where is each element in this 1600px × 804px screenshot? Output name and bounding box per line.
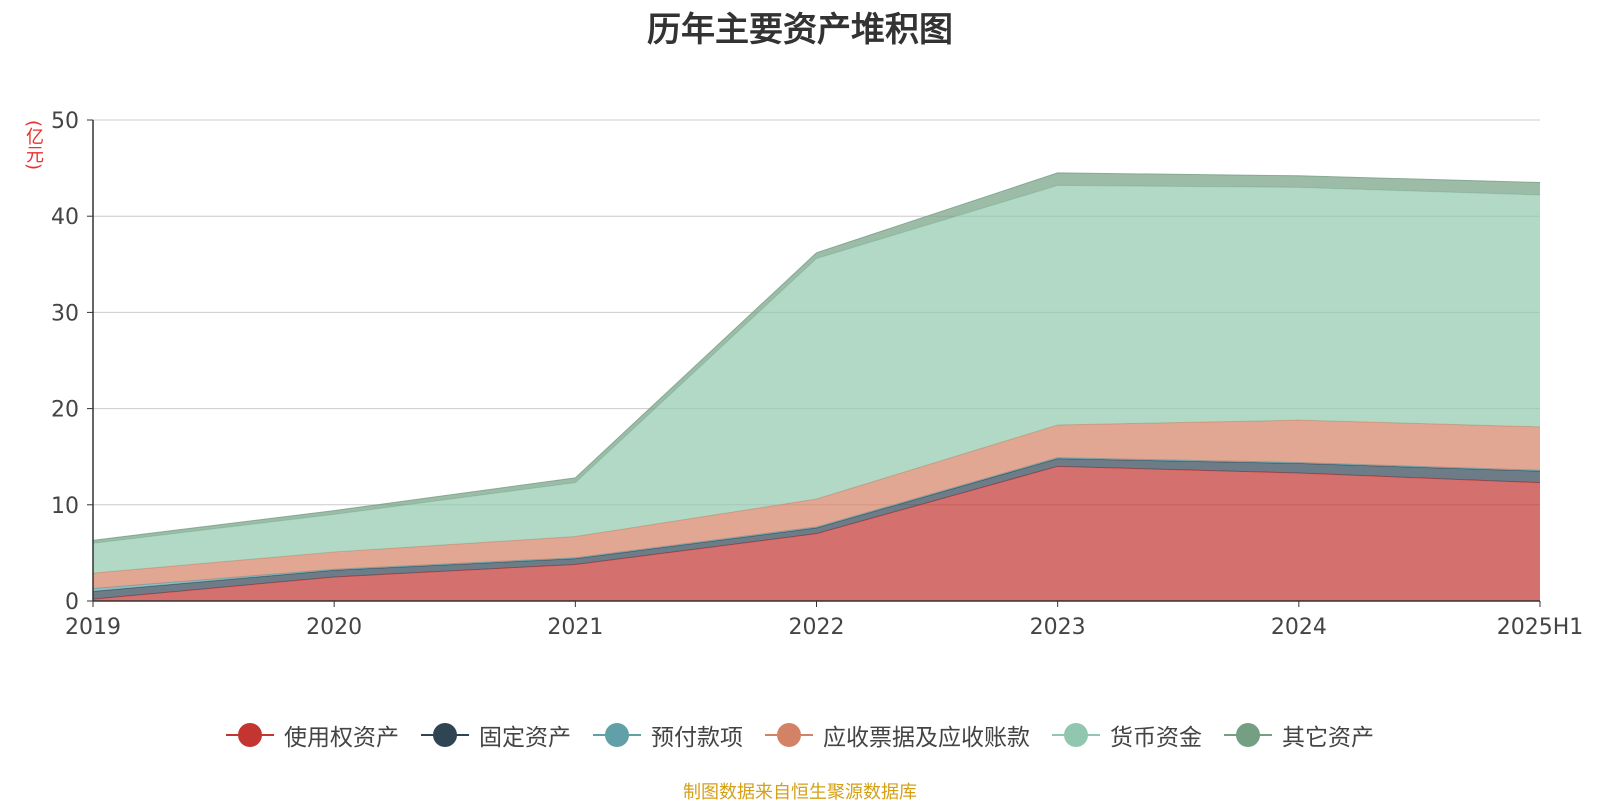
y-tick-label: 50 xyxy=(51,109,79,134)
legend-item[interactable]: 应收票据及应收账款 xyxy=(765,718,1030,752)
y-tick-label: 10 xyxy=(51,494,79,519)
legend-label: 应收票据及应收账款 xyxy=(823,725,1030,751)
y-tick-label: 20 xyxy=(51,398,79,423)
series-line-5 xyxy=(92,172,1541,541)
y-tick-label: 40 xyxy=(51,205,79,230)
series-area-2 xyxy=(93,457,1540,592)
source-note: 制图数据来自恒生聚源数据库 xyxy=(683,782,917,803)
x-tick-labels: 2019 2020 2021 2022 2023 2024 2025H1 xyxy=(65,601,1583,640)
legend-label: 固定资产 xyxy=(479,725,571,751)
series-area-3 xyxy=(93,420,1540,589)
legend-item[interactable]: 使用权资产 xyxy=(226,718,399,752)
x-tick-label: 2023 xyxy=(1030,615,1086,640)
x-tick-label: 2024 xyxy=(1271,615,1327,640)
legend-label: 预付款项 xyxy=(651,725,743,751)
legend-item[interactable]: 预付款项 xyxy=(593,718,743,752)
series-areas xyxy=(92,172,1541,601)
legend-item[interactable]: 货币资金 xyxy=(1052,718,1202,752)
legend-swatch xyxy=(593,722,641,748)
legend-item[interactable]: 固定资产 xyxy=(421,718,571,752)
x-tick-label: 2020 xyxy=(306,615,362,640)
legend-swatch xyxy=(1052,722,1100,748)
chart-title: 历年主要资产堆积图 xyxy=(647,10,953,50)
x-tick-label: 2019 xyxy=(65,615,121,640)
legend: 使用权资产 固定资产 预付款项 应收票据及应收账款 货币资金 其它资产 xyxy=(0,718,1600,752)
legend-label: 使用权资产 xyxy=(284,725,399,751)
x-tick-label: 2025H1 xyxy=(1497,615,1584,640)
legend-label: 其它资产 xyxy=(1282,725,1374,751)
x-tick-label: 2022 xyxy=(789,615,845,640)
legend-swatch xyxy=(765,722,813,748)
y-tick-labels: 0 10 20 30 40 50 xyxy=(51,109,93,615)
legend-swatch xyxy=(226,722,274,748)
legend-item[interactable]: 其它资产 xyxy=(1224,718,1374,752)
legend-swatch xyxy=(421,722,469,748)
x-tick-label: 2021 xyxy=(547,615,603,640)
y-tick-label: 0 xyxy=(65,590,79,615)
y-tick-label: 30 xyxy=(51,301,79,326)
legend-swatch xyxy=(1224,722,1272,748)
series-area-4 xyxy=(93,185,1540,574)
legend-label: 货币资金 xyxy=(1110,725,1202,751)
series-area-1 xyxy=(93,458,1540,600)
y-axis-unit-label: (亿元) xyxy=(23,120,44,171)
